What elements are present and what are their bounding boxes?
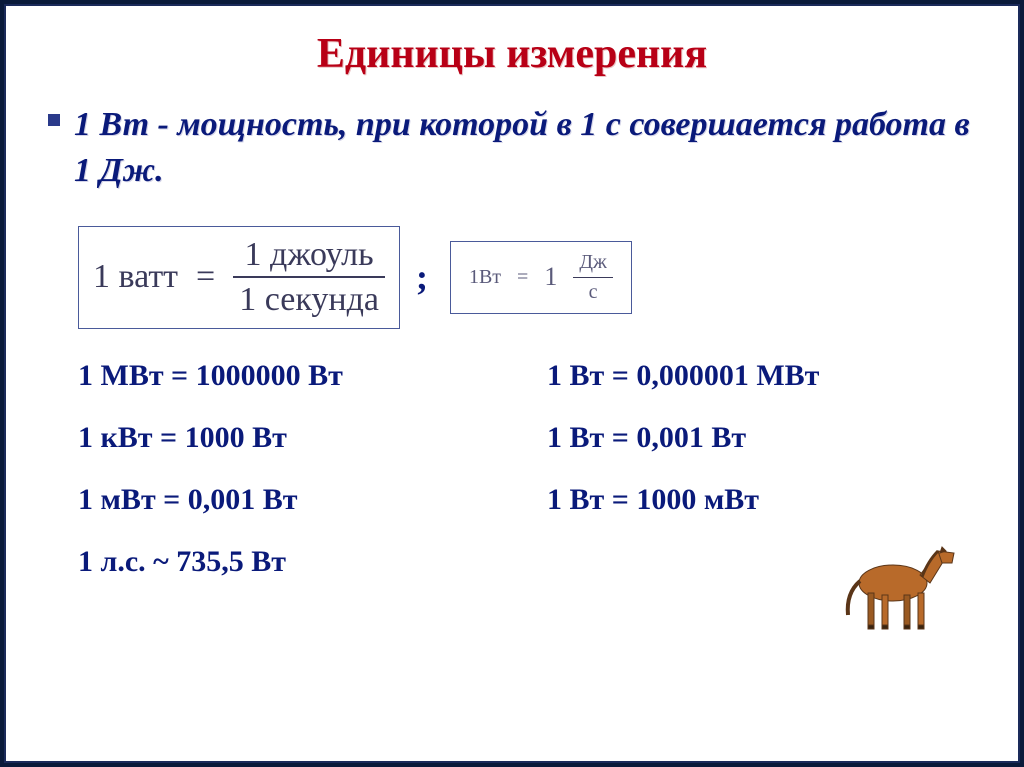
formula-small-one: 1 [544, 262, 557, 292]
bullet-icon [48, 114, 60, 126]
conv-r2c2: 1 Вт = 0,001 Вт [547, 421, 976, 455]
formula-large-fraction: 1 джоуль 1 секунда [233, 237, 385, 318]
slide-title: Единицы измерения [48, 30, 976, 78]
conv-r1c1: 1 МВт = 1000000 Вт [78, 359, 507, 393]
conv-r2c1: 1 кВт = 1000 Вт [78, 421, 507, 455]
formula-large-left: 1 ватт [93, 258, 178, 296]
formula-box-large: 1 ватт = 1 джоуль 1 секунда [78, 226, 400, 329]
formula-row: 1 ватт = 1 джоуль 1 секунда ; 1Вт = 1 Дж… [78, 226, 976, 329]
conv-r4c1: 1 л.с. ~ 735,5 Вт [78, 545, 507, 579]
formula-small-eq: = [517, 266, 528, 289]
fraction-line-small [573, 277, 612, 278]
slide-frame: Единицы измерения 1 Вт - мощность, при к… [4, 4, 1020, 763]
conv-r3c2: 1 Вт = 1000 мВт [547, 483, 976, 517]
formula-large-numerator: 1 джоуль [239, 237, 380, 273]
formula-small-fraction: Дж с [573, 252, 612, 303]
formula-large-denominator: 1 секунда [233, 282, 385, 318]
formula-box-small: 1Вт = 1 Дж с [450, 241, 632, 314]
formula-small-numerator: Дж [573, 252, 612, 273]
definition-text: 1 Вт - мощность, при которой в 1 с совер… [74, 102, 976, 194]
formula-large-eq: = [196, 258, 215, 296]
semicolon: ; [416, 256, 428, 298]
formula-small-denominator: с [583, 282, 604, 303]
definition-row: 1 Вт - мощность, при которой в 1 с совер… [48, 102, 976, 194]
horse-icon [838, 533, 958, 633]
formula-small-left: 1Вт [469, 266, 501, 289]
slide-content: Единицы измерения 1 Вт - мощность, при к… [12, 12, 1012, 755]
fraction-line [233, 276, 385, 278]
conv-r1c2: 1 Вт = 0,000001 МВт [547, 359, 976, 393]
conv-r3c1: 1 мВт = 0,001 Вт [78, 483, 507, 517]
